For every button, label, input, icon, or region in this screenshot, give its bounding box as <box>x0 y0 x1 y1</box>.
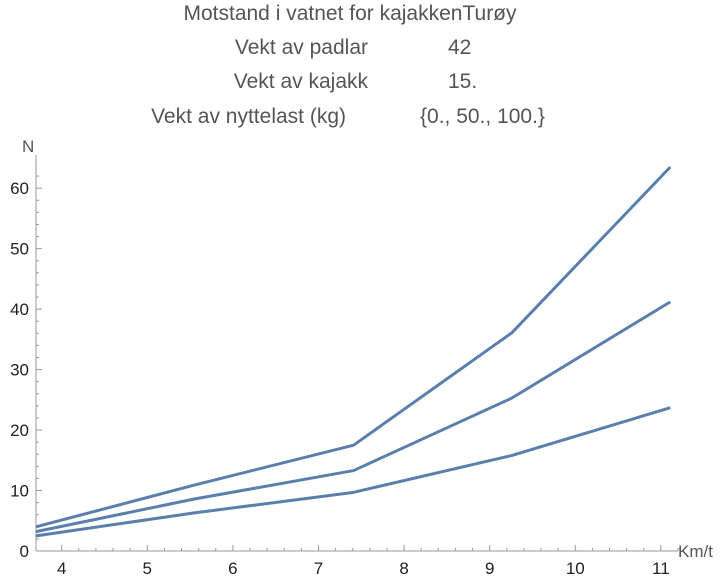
padler-weight-label: Vekt av padlar <box>234 36 368 59</box>
series-lines <box>35 165 672 538</box>
series-line-3 <box>35 165 672 529</box>
y-tick-label: 30 <box>10 361 29 380</box>
y-tick-label: 0 <box>20 542 29 561</box>
x-tick-label: 8 <box>399 559 408 578</box>
x-tick-label: 7 <box>314 559 323 578</box>
series-line-1 <box>35 406 671 538</box>
kayak-weight-value: 15. <box>448 70 478 93</box>
x-tick-label: 6 <box>228 559 237 578</box>
chart-title: Motstand i vatnet for kajakkenTurøy <box>183 2 517 25</box>
x-tick-label: 10 <box>566 559 585 578</box>
x-axis-label: Km/t <box>678 542 713 561</box>
x-tick-label: 4 <box>57 559 66 578</box>
axes: 4 5 6 7 8 9 10 11 0 10 20 30 40 50 60 <box>10 155 679 578</box>
kayak-weight-label: Vekt av kajakk <box>233 70 368 93</box>
y-tick-label: 50 <box>10 240 29 259</box>
y-axis-label: N <box>22 137 34 156</box>
y-tick-label: 60 <box>10 179 29 198</box>
payload-weight-label: Vekt av nyttelast (kg) <box>151 105 346 128</box>
y-tick-label: 10 <box>10 482 29 501</box>
y-tick-label: 40 <box>10 300 29 319</box>
y-tick-label: 20 <box>10 421 29 440</box>
payload-weight-value: {0., 50., 100.} <box>420 105 545 128</box>
x-tick-label: 5 <box>143 559 152 578</box>
padler-weight-value: 42 <box>448 36 472 59</box>
x-tick-label: 11 <box>652 559 670 578</box>
series-line-2 <box>35 300 672 534</box>
x-tick-label: 9 <box>485 559 494 578</box>
